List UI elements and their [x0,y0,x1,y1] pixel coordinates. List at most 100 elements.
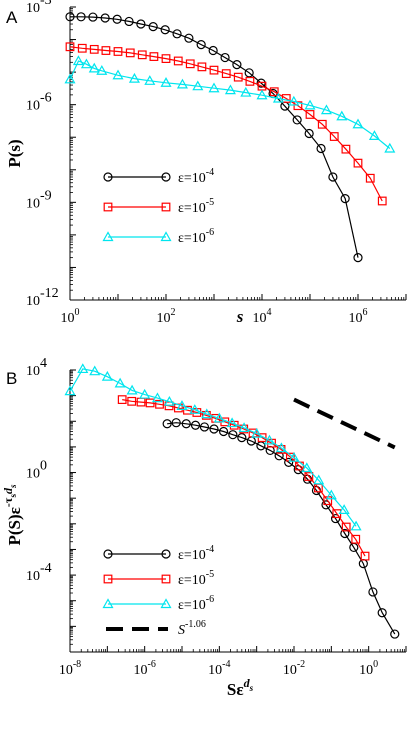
series-point [80,58,92,69]
x-axis-label: s [236,307,244,326]
series-point [237,433,247,443]
legend-label: ε=10-4 [178,167,214,186]
y-tick-label: 10 [26,1,40,16]
series-point [161,54,171,64]
series-point [163,395,175,406]
legend: ε=10-4 ε=10-5 ε=10-6 S-1.06 [102,544,214,638]
series-point [172,29,182,39]
series-point [328,172,338,182]
series-point [336,110,348,121]
series-2 [65,42,387,206]
y-tick-exponent: -6 [40,91,52,106]
series-point [183,405,192,415]
x-tick-label: 102 [157,307,176,326]
series-point [284,457,294,467]
series-point [288,451,300,462]
series-point [173,56,183,66]
series-point [256,78,266,88]
legend-entry: ε=10-4 [103,544,214,563]
series-point [190,420,201,430]
series-point [201,408,213,419]
series-point [189,404,201,414]
y-tick-label: 10 [26,99,40,114]
legend-label: ε=10-5 [178,197,214,216]
x-tick-label: 10-8 [59,659,81,678]
y-tick-exponent: -4 [40,561,52,576]
series-point [77,363,89,374]
series-point [390,629,400,639]
series-point [208,45,218,56]
series-point [101,46,111,55]
series-point [117,395,127,405]
series-point [144,75,156,85]
legend-marker-right [161,202,171,212]
series-point [292,115,302,125]
series-point [341,144,351,154]
series-point [136,19,146,29]
series-point [100,13,110,23]
x-axis-label: Sεds [227,676,254,699]
x-tick-label: 10-6 [133,659,155,678]
x-tick-label: 106 [349,307,368,326]
series-point [176,400,188,410]
series-point [213,412,225,423]
y-tick-exponent: -12 [40,286,59,301]
x-tick-label: 100 [61,307,80,326]
series-point [209,65,219,75]
series-point [197,62,207,72]
series-point [151,392,163,403]
series-point [269,87,279,97]
series-point [240,86,252,97]
series-point [320,104,332,115]
series-point [65,42,75,52]
series-point [244,68,254,78]
series-point [305,110,315,119]
y-tick-label: 10 [26,569,40,584]
legend-entry: ε=10-4 [103,167,214,186]
series-point [351,534,361,544]
legend-label: ε=10-5 [178,569,214,588]
legend-marker-left [103,549,113,559]
series-line [70,16,359,258]
series-point [251,427,263,438]
legend-label: S-1.06 [178,619,206,638]
legend-marker-right [161,549,171,559]
series-point [313,474,325,485]
legend: ε=10-4 ε=10-5 ε=10-6 [102,167,214,246]
series-point [101,370,113,381]
series-1 [65,12,363,263]
legend-entry: ε=10-6 [102,227,214,246]
series-point [365,173,375,183]
series-point [184,33,194,43]
series-point [160,77,172,87]
series-point [64,73,76,84]
legend-entry-reference: S-1.06 [106,619,206,638]
x-tick-label: 104 [253,307,272,326]
series-point [208,82,220,93]
series-point [245,76,255,86]
series-point [325,489,337,500]
panel-a-chart: 100 102 104 10610-1210-910-610-3sP(s)ε=10-4… [5,0,407,326]
legend-label: ε=10-4 [178,544,214,563]
series-point [124,16,134,27]
series-point [72,55,84,66]
series-point [317,119,327,129]
series-point [192,80,204,91]
legend-entry: ε=10-6 [102,594,214,613]
series-point [112,14,122,24]
series-point [126,384,138,395]
legend-entry: ε=10-5 [103,569,214,588]
series-point [301,462,313,473]
y-tick-exponent: 4 [40,356,47,371]
series-point [88,62,100,73]
series-point [181,419,191,429]
series-point [65,12,75,22]
series-point [218,426,229,437]
x-tick-label: 100 [359,659,378,678]
series-point [329,132,339,141]
series-point [352,118,364,129]
series-point [112,69,124,80]
panel-letter-a: A [6,8,18,27]
series-point [377,196,387,206]
series-point [340,194,350,204]
